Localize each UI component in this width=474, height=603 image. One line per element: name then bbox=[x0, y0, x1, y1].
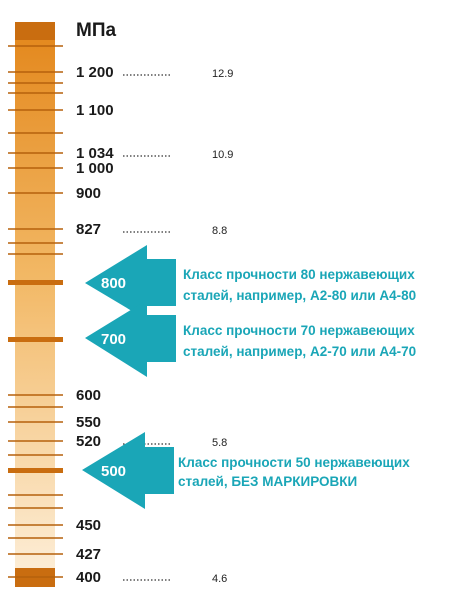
scale-label: 1 200 bbox=[76, 64, 114, 81]
arrow-500-value: 500 bbox=[101, 463, 126, 480]
arrow-700 bbox=[85, 300, 176, 377]
scale-ticks bbox=[8, 45, 63, 578]
callout-800: 800 Класс прочности 80 нержавеющих стале… bbox=[85, 245, 416, 320]
property-class-label: 4.6 bbox=[212, 573, 227, 585]
arrow-800 bbox=[85, 245, 176, 320]
scale-label: 450 bbox=[76, 517, 101, 534]
property-class-label: 8.8 bbox=[212, 225, 227, 237]
callout-800-line2: сталей, например, А2-80 или А4-80 bbox=[183, 288, 416, 303]
scale-bar bbox=[15, 22, 55, 587]
unit-label: МПа bbox=[76, 20, 116, 41]
scale-label: 427 bbox=[76, 546, 101, 563]
callout-500: 500 Класс прочности 50 нержавеющих стале… bbox=[82, 432, 410, 509]
callout-500-line1: Класс прочности 50 нержавеющих bbox=[178, 455, 410, 470]
scale-label: 900 bbox=[76, 185, 101, 202]
arrow-500 bbox=[82, 432, 174, 509]
property-class-label: 10.9 bbox=[212, 149, 233, 161]
scale-label: 550 bbox=[76, 414, 101, 431]
arrow-700-value: 700 bbox=[101, 331, 126, 348]
callout-700-line1: Класс прочности 70 нержавеющих bbox=[183, 323, 415, 338]
callout-700-line2: сталей, например, А2-70 или А4-70 bbox=[183, 344, 416, 359]
band-700 bbox=[8, 337, 63, 342]
callout-500-line2: сталей, БЕЗ МАРКИРОВКИ bbox=[178, 474, 357, 489]
callout-700: 700 Класс прочности 70 нержавеющих стале… bbox=[85, 300, 416, 377]
property-class-label: 12.9 bbox=[212, 68, 233, 80]
scale-label: 827 bbox=[76, 221, 101, 238]
scale-label: 1 100 bbox=[76, 102, 114, 119]
scale-label: 1 000 bbox=[76, 160, 114, 177]
scale-label: 520 bbox=[76, 433, 101, 450]
arrow-800-value: 800 bbox=[101, 275, 126, 292]
scale-bar-top-cap bbox=[15, 22, 55, 40]
property-classes: 12.9 10.9 8.8 5.8 4.6 bbox=[212, 68, 233, 585]
scale-label: 1 034 bbox=[76, 145, 114, 162]
scale-label: 600 bbox=[76, 387, 101, 404]
scale-label: 400 bbox=[76, 569, 101, 586]
property-class-label: 5.8 bbox=[212, 437, 227, 449]
callout-800-line1: Класс прочности 80 нержавеющих bbox=[183, 267, 415, 282]
band-800 bbox=[8, 280, 63, 285]
band-500 bbox=[8, 468, 63, 473]
